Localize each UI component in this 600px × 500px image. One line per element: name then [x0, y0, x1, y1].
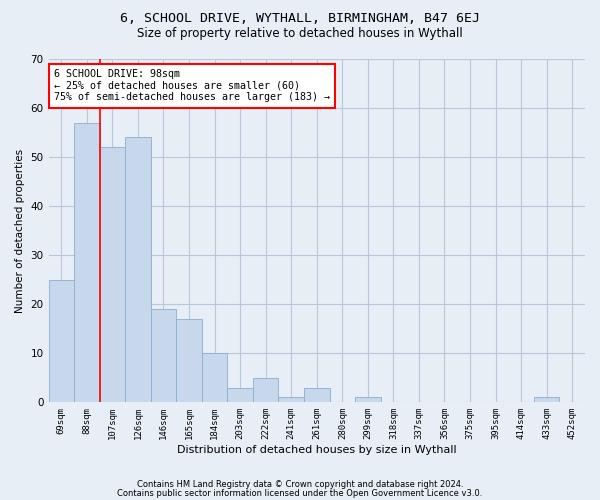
Bar: [304, 388, 329, 402]
Bar: [74, 123, 100, 402]
Text: Contains public sector information licensed under the Open Government Licence v3: Contains public sector information licen…: [118, 488, 482, 498]
Bar: [278, 398, 304, 402]
Bar: [534, 398, 559, 402]
Bar: [100, 148, 125, 402]
Bar: [125, 138, 151, 402]
Text: 6, SCHOOL DRIVE, WYTHALL, BIRMINGHAM, B47 6EJ: 6, SCHOOL DRIVE, WYTHALL, BIRMINGHAM, B4…: [120, 12, 480, 26]
Bar: [202, 354, 227, 403]
Text: Contains HM Land Registry data © Crown copyright and database right 2024.: Contains HM Land Registry data © Crown c…: [137, 480, 463, 489]
Bar: [227, 388, 253, 402]
Text: Size of property relative to detached houses in Wythall: Size of property relative to detached ho…: [137, 28, 463, 40]
Bar: [176, 319, 202, 402]
Text: 6 SCHOOL DRIVE: 98sqm
← 25% of detached houses are smaller (60)
75% of semi-deta: 6 SCHOOL DRIVE: 98sqm ← 25% of detached …: [54, 70, 330, 102]
Bar: [253, 378, 278, 402]
Bar: [355, 398, 380, 402]
X-axis label: Distribution of detached houses by size in Wythall: Distribution of detached houses by size …: [177, 445, 457, 455]
Bar: [151, 309, 176, 402]
Bar: [49, 280, 74, 402]
Y-axis label: Number of detached properties: Number of detached properties: [15, 148, 25, 312]
